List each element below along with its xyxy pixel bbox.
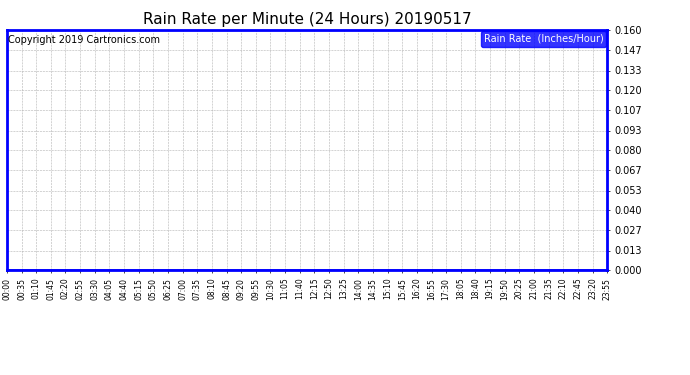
Title: Rain Rate per Minute (24 Hours) 20190517: Rain Rate per Minute (24 Hours) 20190517 <box>143 12 471 27</box>
Legend: Rain Rate  (Inches/Hour): Rain Rate (Inches/Hour) <box>481 31 607 47</box>
Text: Copyright 2019 Cartronics.com: Copyright 2019 Cartronics.com <box>8 35 159 45</box>
